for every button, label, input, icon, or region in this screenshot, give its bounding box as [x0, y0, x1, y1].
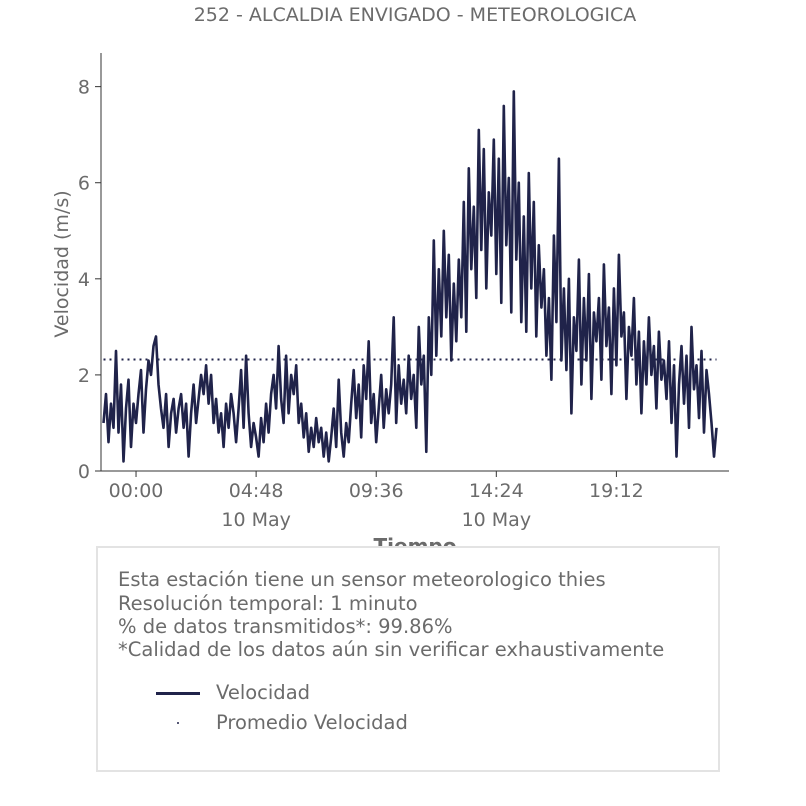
y-tick-label: 8 — [78, 77, 90, 99]
legend-line-swatch — [156, 692, 200, 695]
info-resolution: Resolución temporal: 1 minuto — [118, 592, 418, 615]
series-line-velocidad — [102, 90, 718, 463]
x-tick-label: 19:12 — [589, 480, 644, 502]
info-sensor: Esta estación tiene un sensor meteorolog… — [118, 568, 606, 591]
y-tick-label: 2 — [78, 365, 90, 387]
x-tick-date-label: 10 May — [221, 509, 291, 531]
x-tick-label: 09:36 — [349, 480, 404, 502]
x-tick-date-label: 10 May — [462, 509, 532, 531]
plot-area: 0 2 4 6 8 00:00 04:48 10 May 09:36 14:24 10 May 19:… — [78, 53, 729, 531]
y-axis-label: Velocidad (m/s) — [51, 190, 73, 337]
chart-title: 252 - ALCALDIA ENVIGADO - METEOROLOGICA — [194, 4, 637, 26]
y-tick-label: 0 — [78, 461, 90, 483]
info-box: Esta estación tiene un sensor meteorolog… — [96, 546, 720, 772]
y-tick-label: 4 — [78, 269, 90, 291]
x-tick-label: 04:48 — [229, 480, 284, 502]
legend-label-promedio: Promedio Velocidad — [216, 711, 408, 734]
y-tick-label: 6 — [78, 173, 90, 195]
x-tick-label: 14:24 — [469, 480, 524, 502]
info-transmitted: % de datos transmitidos*: 99.86% — [118, 615, 453, 638]
x-tick-label: 00:00 — [109, 480, 164, 502]
legend-label-velocidad: Velocidad — [216, 681, 311, 704]
info-quality-note: *Calidad de los datos aún sin verificar … — [118, 638, 665, 661]
legend-dot-swatch — [177, 722, 179, 724]
